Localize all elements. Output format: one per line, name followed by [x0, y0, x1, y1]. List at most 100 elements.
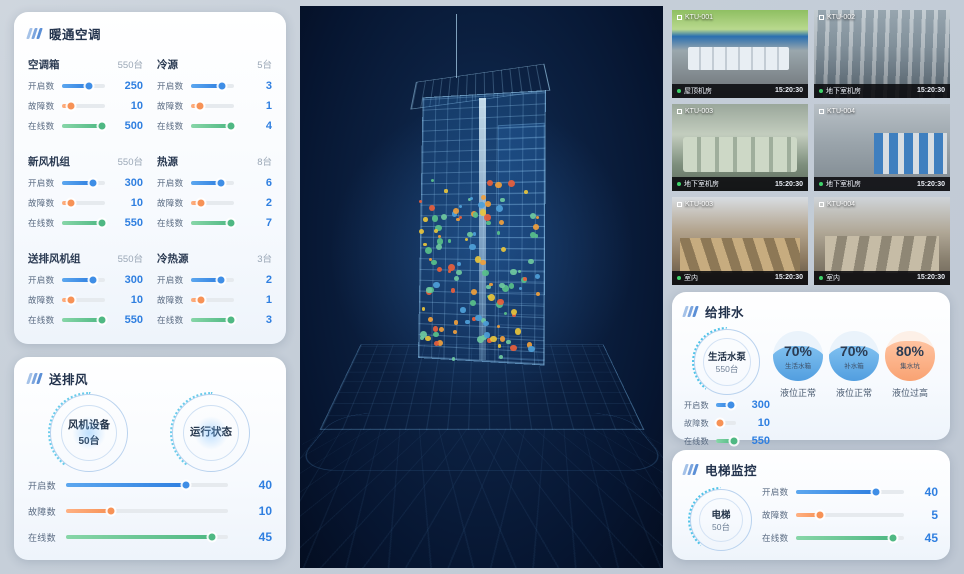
metric-slider[interactable] — [191, 199, 234, 207]
device-marker — [453, 275, 460, 281]
metric-value: 4 — [265, 120, 272, 132]
elevator-metrics: 开启数 40 故障数 5 在线数 45 — [762, 485, 938, 554]
device-marker — [511, 308, 518, 315]
camera-id-overlay: KTU-004 — [819, 201, 855, 208]
metric-slider[interactable] — [62, 219, 106, 227]
device-marker — [480, 317, 486, 323]
device-marker — [418, 228, 424, 235]
device-marker — [518, 269, 522, 274]
metric-slider[interactable] — [62, 199, 105, 207]
device-marker — [453, 329, 458, 334]
metric-value: 10 — [757, 417, 770, 429]
metric-value: 2 — [265, 274, 272, 286]
camera-feed-image — [814, 197, 950, 285]
device-marker — [472, 212, 479, 218]
camera-id-text: KTU-003 — [685, 107, 714, 115]
metric-slider[interactable] — [716, 437, 738, 445]
device-marker — [522, 276, 528, 281]
metric-slider[interactable] — [191, 102, 234, 110]
camera-icon — [819, 108, 824, 114]
metric-slider[interactable] — [62, 316, 106, 324]
gauge-status: 液位正常 — [835, 388, 872, 398]
metric-slider[interactable] — [191, 122, 235, 130]
gauge-name: 集水坑 — [900, 362, 920, 370]
hvac-block: 新风机组 550台 开启数 300 故障数 10 在线数 550 — [28, 154, 143, 237]
camera-id-overlay: KTU-003 — [677, 108, 713, 115]
camera-status-bar: 地下室机房 15:20:30 — [672, 177, 808, 192]
metric-slider[interactable] — [66, 481, 228, 489]
metric-row-orange: 故障数 5 — [762, 508, 938, 522]
metric-slider[interactable] — [62, 82, 105, 90]
camera-location: 屋顶机房 — [677, 86, 712, 96]
metric-slider[interactable] — [62, 276, 105, 284]
metric-slider[interactable] — [191, 296, 234, 304]
camera-timestamp: 15:20:30 — [916, 274, 945, 282]
metric-slider[interactable] — [191, 316, 235, 324]
hvac-block: 送排风机组 550台 开启数 300 故障数 10 在线数 550 — [28, 251, 143, 334]
device-marker — [528, 345, 536, 353]
camera-status-bar: 屋顶机房 15:20:30 — [672, 83, 808, 98]
metric-slider[interactable] — [191, 219, 235, 227]
online-dot-icon — [677, 275, 681, 280]
metric-slider[interactable] — [191, 82, 234, 90]
metric-slider[interactable] — [796, 511, 904, 519]
camera-icon — [677, 108, 682, 114]
device-marker — [487, 337, 492, 343]
gauge-name: 补水箱 — [844, 362, 864, 370]
fan-ring-2: 运行状态 — [170, 392, 250, 474]
gauge-ball: 70% 补水箱 — [829, 331, 879, 381]
metric-slider[interactable] — [62, 179, 105, 187]
device-marker — [436, 238, 444, 245]
camera-tile-6[interactable]: KTU-004 室内 15:20:30 — [814, 197, 950, 285]
camera-id-overlay: KTU-004 — [819, 108, 855, 115]
metric-slider[interactable] — [191, 179, 234, 187]
metric-label: 在线数 — [762, 533, 789, 543]
metric-row-orange: 故障数 1 — [157, 100, 272, 112]
device-marker — [425, 247, 433, 255]
camera-tile-5[interactable]: KTU-003 室内 15:20:30 — [672, 197, 808, 285]
device-marker — [483, 320, 489, 327]
gauge-status: 液位正常 — [779, 388, 816, 398]
metric-row-orange: 故障数 10 — [28, 294, 143, 306]
metric-label: 故障数 — [684, 418, 709, 428]
metric-slider[interactable] — [66, 533, 228, 541]
gauge-ball: 70% 生活水箱 — [773, 331, 823, 381]
metric-slider[interactable] — [716, 419, 736, 427]
device-marker — [433, 282, 440, 289]
elevator-title-text: 电梯监控 — [705, 464, 758, 478]
camera-location: 地下室机房 — [819, 86, 861, 96]
metric-slider[interactable] — [191, 276, 234, 284]
metric-slider[interactable] — [716, 401, 736, 409]
device-marker — [496, 324, 501, 329]
hvac-block-total: 550台 — [117, 157, 143, 168]
metric-slider[interactable] — [62, 122, 106, 130]
elevator-panel-title: 电梯监控 — [682, 460, 938, 479]
metric-row-blue: 开启数 40 — [762, 485, 938, 499]
metric-row-blue: 开启数 2 — [157, 274, 272, 286]
building-3d-view[interactable]: 类型数量设备故障点 二级故障1/2空调箱AHU_HR_A9_1F_1初效过滤网阻… — [300, 6, 663, 568]
device-marker — [523, 190, 528, 195]
hvac-block: 冷源 5台 开启数 3 故障数 1 在线数 4 — [157, 57, 272, 140]
camera-tile-4[interactable]: KTU-004 地下室机房 15:20:30 — [814, 103, 950, 192]
metric-row-green: 在线数 45 — [28, 530, 272, 544]
metric-slider[interactable] — [796, 534, 904, 542]
metric-slider[interactable] — [66, 507, 228, 515]
camera-tile-2[interactable]: KTU-002 地下室机房 15:20:30 — [814, 10, 950, 98]
metric-slider[interactable] — [62, 296, 105, 304]
device-marker — [488, 294, 496, 302]
metric-row-blue: 开启数 3 — [157, 80, 272, 92]
ring-count: 50台 — [78, 432, 99, 447]
device-marker — [464, 238, 469, 242]
water-metrics: 开启数 300 故障数 10 在线数 550 — [684, 399, 770, 447]
device-marker — [500, 197, 505, 203]
hvac-block-name: 送排风机组 — [28, 253, 81, 265]
device-marker — [489, 335, 497, 343]
metric-slider[interactable] — [796, 488, 904, 496]
metric-slider[interactable] — [62, 102, 105, 110]
device-marker — [435, 224, 442, 232]
device-marker — [470, 196, 474, 201]
camera-tile-1[interactable]: KTU-001 屋顶机房 15:20:30 — [672, 10, 808, 98]
metric-row-blue: 开启数 40 — [28, 478, 272, 492]
device-marker — [510, 268, 518, 276]
camera-tile-3[interactable]: KTU-003 地下室机房 15:20:30 — [672, 103, 808, 192]
